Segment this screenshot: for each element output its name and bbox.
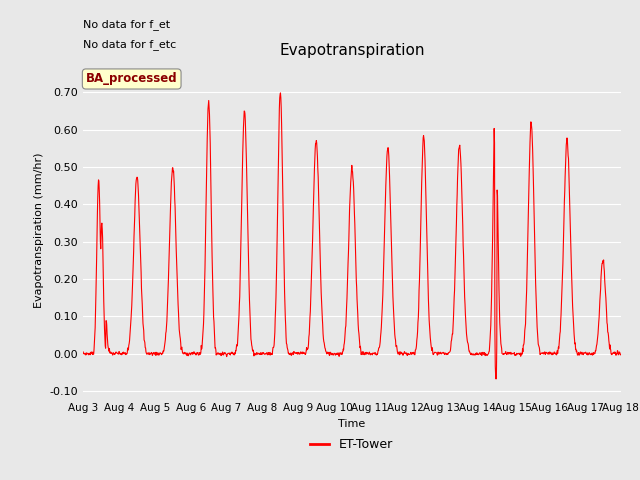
Legend: ET-Tower: ET-Tower [305, 433, 399, 456]
X-axis label: Time: Time [339, 419, 365, 429]
Text: BA_processed: BA_processed [86, 72, 177, 85]
Y-axis label: Evapotranspiration (mm/hr): Evapotranspiration (mm/hr) [34, 153, 44, 308]
Text: No data for f_etc: No data for f_etc [83, 39, 177, 50]
Title: Evapotranspiration: Evapotranspiration [279, 44, 425, 59]
Text: No data for f_et: No data for f_et [83, 19, 170, 30]
